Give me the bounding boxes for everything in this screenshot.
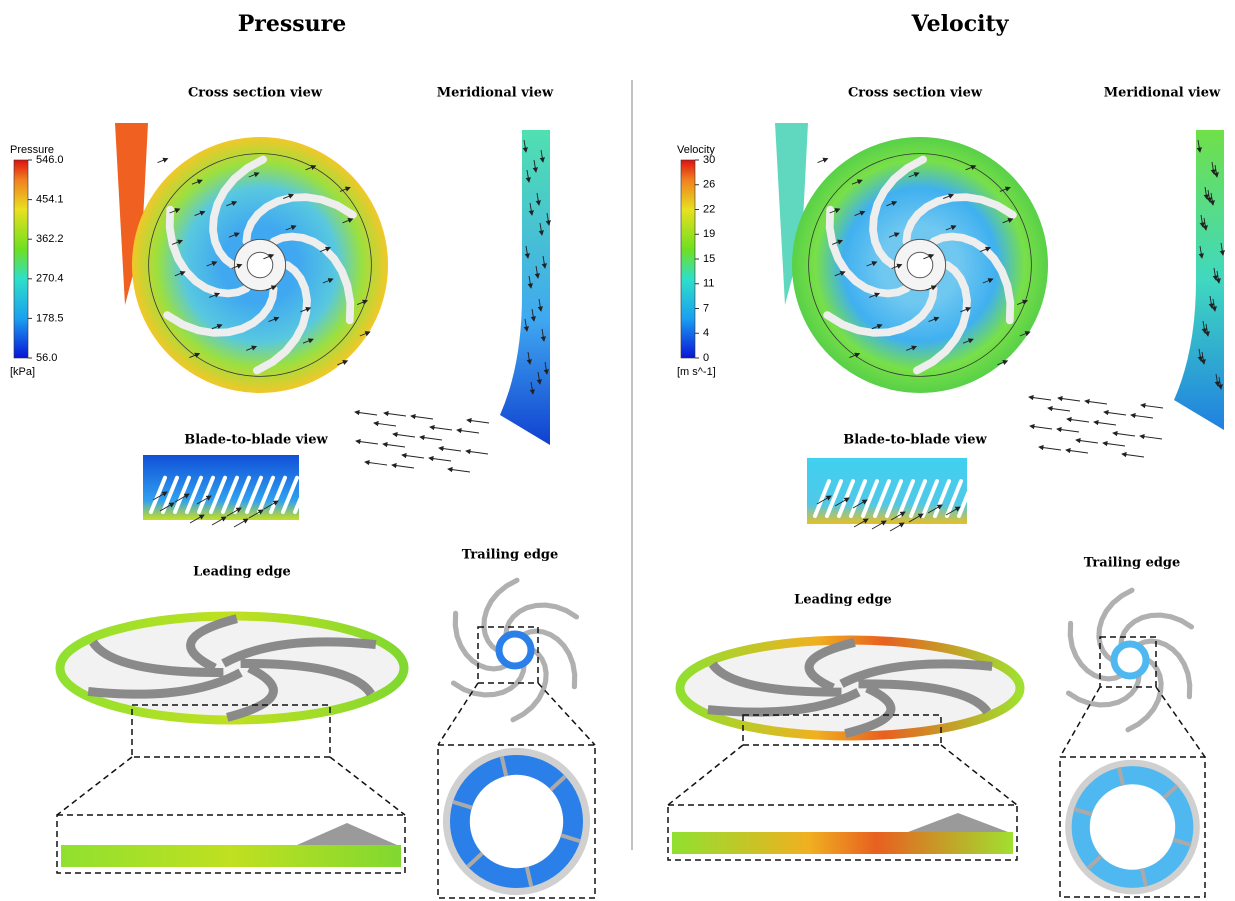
zoom-line [668, 745, 743, 805]
flow-arrow [158, 159, 168, 163]
flow-arrow [1039, 447, 1061, 450]
flow-arrow [1076, 440, 1098, 443]
zoom-line [941, 745, 1017, 805]
flow-arrow [1113, 433, 1135, 436]
colorbar-label: 19 [703, 228, 715, 240]
flow-arrow [429, 458, 451, 461]
view-label: Trailing edge [462, 548, 559, 563]
flow-arrow [356, 441, 378, 444]
flow-arrow [1085, 401, 1107, 404]
panel-title: Velocity [911, 11, 1010, 37]
flow-arrow [1030, 426, 1052, 429]
colorbar-label: 15 [703, 253, 715, 265]
flow-arrow [411, 416, 433, 419]
flow-arrow [439, 448, 461, 451]
flow-arrow [1066, 450, 1088, 453]
colorbar-label: 454.1 [36, 194, 64, 206]
view-label: Blade-to-blade view [184, 433, 328, 448]
flow-arrow [392, 465, 414, 468]
flow-arrow [383, 444, 405, 447]
colorbar-label: 362.2 [36, 233, 64, 245]
trailing-edge-zoom [460, 765, 573, 878]
flow-arrow [234, 519, 248, 527]
view-label: Meridional view [1104, 86, 1221, 101]
shaft [907, 252, 933, 278]
leading-edge-zoom [672, 832, 1013, 854]
flow-arrow [890, 523, 904, 531]
colorbar-label: 4 [703, 327, 709, 339]
flow-arrow [457, 430, 479, 433]
zoom-line [538, 683, 595, 745]
flow-arrow [374, 423, 396, 426]
zoom-line [330, 757, 405, 815]
flow-arrow [384, 413, 406, 416]
flow-arrow [1094, 422, 1116, 425]
panel-title: Pressure [238, 11, 347, 37]
flow-arrow [1067, 419, 1089, 422]
trailing-edge-ring [499, 634, 531, 666]
meridional-channel [500, 130, 550, 445]
colorbar-label: 11 [703, 278, 714, 290]
colorbar-label: 178.5 [36, 312, 64, 324]
view-label: Cross section view [848, 86, 983, 101]
flow-arrow [1140, 436, 1162, 439]
colorbar-label: 22 [703, 203, 715, 215]
view-label: Cross section view [188, 86, 323, 101]
view-label: Blade-to-blade view [843, 433, 987, 448]
flow-arrow [1029, 397, 1051, 400]
colorbar-label: 270.4 [36, 273, 64, 285]
flow-arrow [818, 159, 828, 163]
colorbar-label: 30 [703, 154, 715, 166]
flow-arrow [365, 462, 387, 465]
flow-arrow [1103, 443, 1125, 446]
colorbar [14, 160, 28, 358]
zoom-line [1156, 687, 1205, 757]
legend-unit: [m s^-1] [677, 366, 716, 378]
flow-arrow [466, 451, 488, 454]
flow-arrow [1058, 398, 1080, 401]
legend-unit: [kPa] [10, 366, 35, 378]
view-label: Meridional view [437, 86, 554, 101]
zoom-blade [297, 823, 397, 845]
view-label: Leading edge [193, 565, 291, 580]
colorbar-label: 0 [703, 352, 709, 364]
flow-arrow [1048, 408, 1070, 411]
flow-arrow [355, 412, 377, 415]
flow-arrow [467, 420, 489, 423]
flow-arrow [448, 469, 470, 472]
colorbar-label: 26 [703, 179, 715, 191]
colorbar-label: 56.0 [36, 352, 57, 364]
flow-arrow [1122, 454, 1144, 457]
view-label: Trailing edge [1084, 556, 1181, 571]
trailing-edge-ring [1114, 644, 1146, 676]
shaft [247, 252, 273, 278]
colorbar [681, 160, 695, 358]
zoom-line [57, 757, 132, 815]
leading-edge-zoom [61, 845, 401, 867]
flow-arrow [1104, 412, 1126, 415]
figure: Pressure Cross section view Meridional vie… [0, 0, 1235, 901]
flow-arrow [1057, 429, 1079, 432]
flow-arrow [402, 455, 424, 458]
flow-arrow [393, 434, 415, 437]
zoom-blade [908, 813, 1008, 832]
colorbar-label: 7 [703, 302, 709, 314]
colorbar-label: 546.0 [36, 154, 64, 166]
zoom-line [438, 683, 478, 745]
flow-arrow [420, 437, 442, 440]
flow-arrow [1131, 415, 1153, 418]
flow-arrow [1141, 405, 1163, 408]
leading-edge-ring [680, 640, 1020, 736]
view-label: Leading edge [794, 593, 892, 608]
flow-arrow [430, 427, 452, 430]
